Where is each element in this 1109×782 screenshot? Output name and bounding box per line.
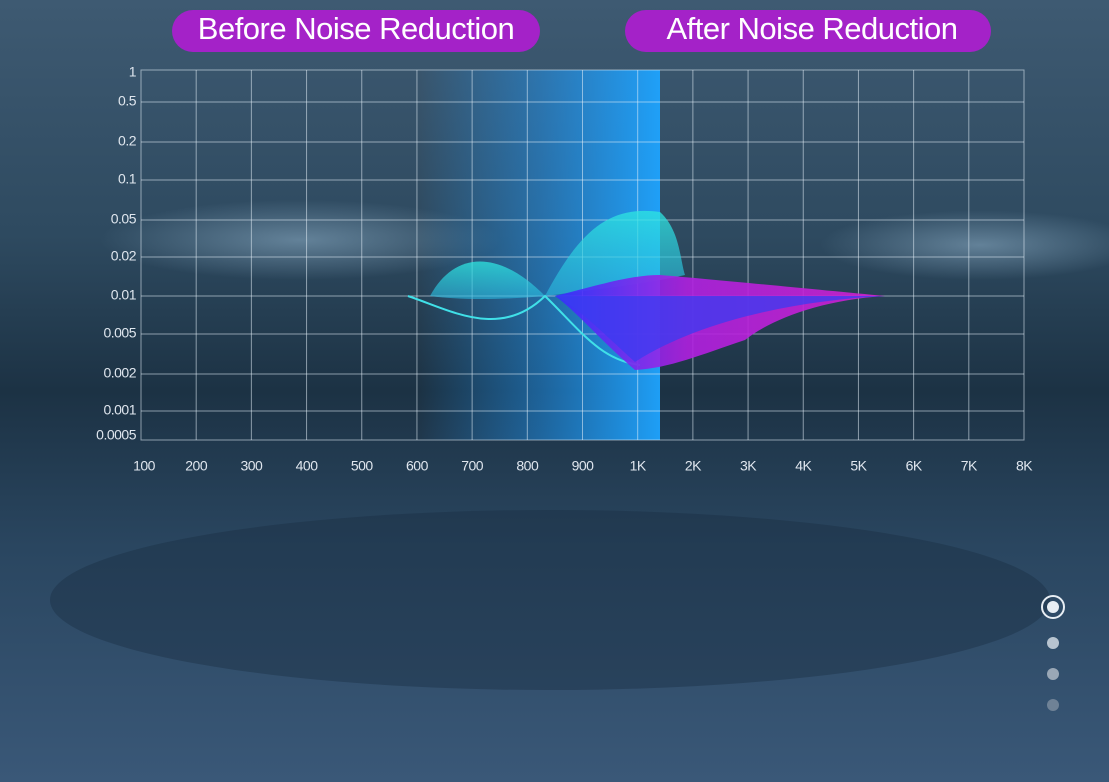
y-tick-label: 0.01 (111, 287, 137, 303)
x-tick-label: 1K (630, 458, 647, 474)
y-tick-label: 0.05 (111, 211, 137, 227)
cyan-lobe (545, 210, 685, 296)
before-label: Before Noise Reduction (198, 11, 514, 46)
y-tick-label: 0.5 (118, 93, 137, 109)
pager-dot-center (1047, 601, 1059, 613)
x-tick-label: 900 (572, 458, 595, 474)
x-tick-label: 400 (296, 458, 319, 474)
x-tick-label: 600 (406, 458, 429, 474)
y-tick-label: 1 (129, 64, 137, 80)
x-tick-label: 5K (850, 458, 867, 474)
x-tick-label: 200 (185, 458, 208, 474)
pager-dot[interactable] (1047, 668, 1059, 680)
wave-foam (820, 210, 1109, 280)
before-pill (172, 10, 540, 52)
blue-band (555, 296, 885, 362)
x-tick-label: 3K (740, 458, 757, 474)
pager-dot[interactable] (1047, 699, 1059, 711)
x-tick-label: 500 (351, 458, 374, 474)
y-tick-label: 0.001 (103, 402, 136, 418)
y-tick-label: 0.2 (118, 133, 137, 149)
x-tick-label: 800 (516, 458, 539, 474)
x-tick-label: 6K (906, 458, 923, 474)
x-tick-label: 7K (961, 458, 978, 474)
y-tick-label: 0.005 (103, 325, 136, 341)
y-tick-label: 0.0005 (96, 427, 137, 443)
y-tick-label: 0.02 (111, 248, 137, 264)
y-tick-label: 0.1 (118, 171, 137, 187)
after-label: After Noise Reduction (666, 11, 957, 46)
y-tick-label: 0.002 (103, 365, 136, 381)
x-tick-label: 100 (133, 458, 156, 474)
grid (140, 69, 1025, 441)
x-tick-label: 700 (461, 458, 484, 474)
x-tick-label: 4K (795, 458, 812, 474)
x-tick-label: 8K (1016, 458, 1033, 474)
x-tick-label: 2K (685, 458, 702, 474)
wave-shadow (50, 510, 1050, 690)
pager-dot-active[interactable] (1041, 595, 1065, 619)
after-pill (625, 10, 991, 52)
cyan-lobe (430, 261, 545, 299)
pager-dot[interactable] (1047, 637, 1059, 649)
cyan-line (407, 294, 641, 366)
x-tick-label: 300 (240, 458, 263, 474)
